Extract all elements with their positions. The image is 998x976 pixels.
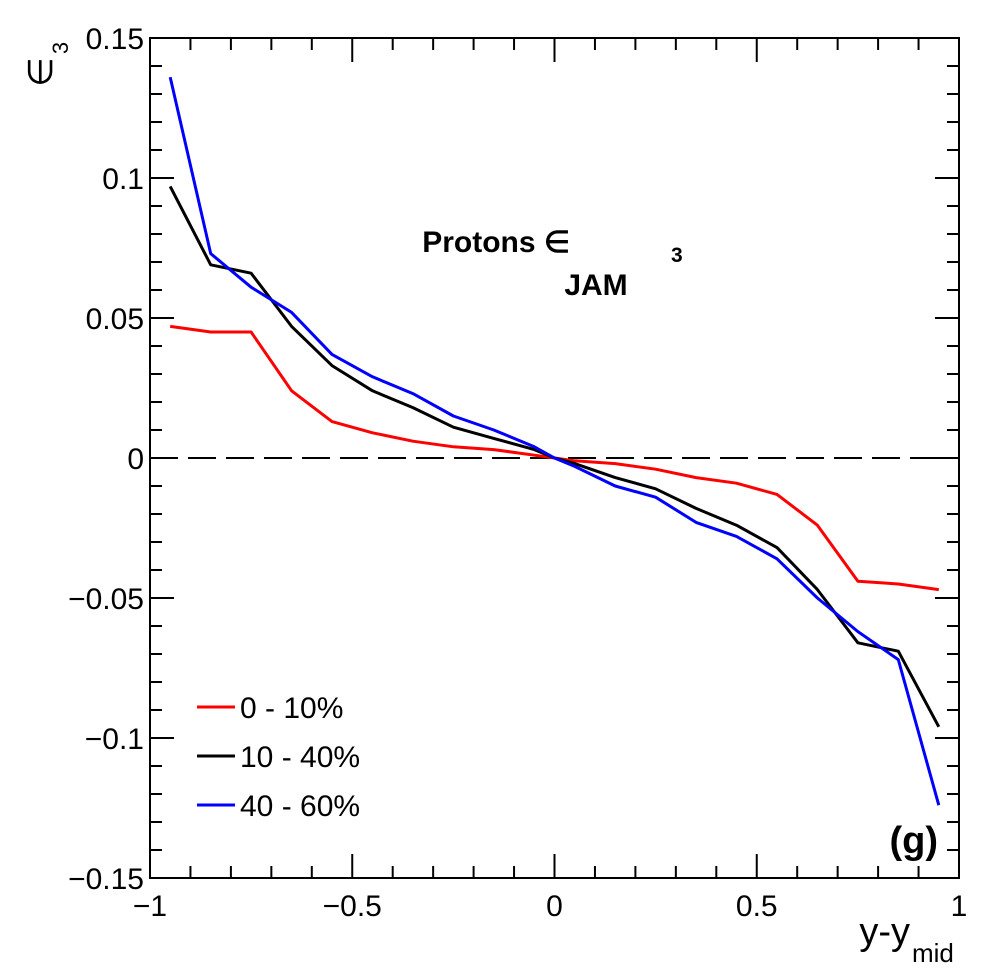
y-axis-label: ∈ <box>22 57 60 87</box>
x-tick-label: 0 <box>546 890 563 923</box>
chart-subtitle: JAM <box>564 269 627 302</box>
x-tick-label: −1 <box>133 890 167 923</box>
chart-title: Protons ∈ <box>422 226 570 259</box>
y-tick-labels: −0.15 −0.1 −0.05 0 0.05 0.1 0.15 <box>68 23 144 896</box>
y-tick-label: −0.1 <box>85 723 144 756</box>
legend-label: 40 - 60% <box>240 790 360 823</box>
series-lines <box>168 76 941 806</box>
y-tick-label: 0 <box>127 443 144 476</box>
y-tick-label: −0.15 <box>68 863 144 896</box>
y-tick-label: 0.15 <box>86 23 144 56</box>
y-tick-label: −0.05 <box>68 583 144 616</box>
x-axis-label: y-y <box>859 911 910 953</box>
y-tick-label: 0.05 <box>86 303 144 336</box>
legend-label: 10 - 40% <box>240 741 360 774</box>
x-tick-label: −0.5 <box>323 890 382 923</box>
legend: 0 - 10% 10 - 40% 40 - 60% <box>197 692 360 823</box>
y-tick-label: 0.1 <box>102 163 144 196</box>
chart-title-subscript: 3 <box>671 244 683 267</box>
y-axis-label-subscript: 3 <box>48 42 73 54</box>
legend-label: 0 - 10% <box>240 692 343 725</box>
x-tick-label: 0.5 <box>736 890 778 923</box>
x-tick-label: 1 <box>951 890 968 923</box>
x-tick-labels: −1 −0.5 0 0.5 1 <box>133 890 967 923</box>
panel-label: (g) <box>889 820 938 862</box>
x-axis-label-subscript: mid <box>912 938 954 968</box>
